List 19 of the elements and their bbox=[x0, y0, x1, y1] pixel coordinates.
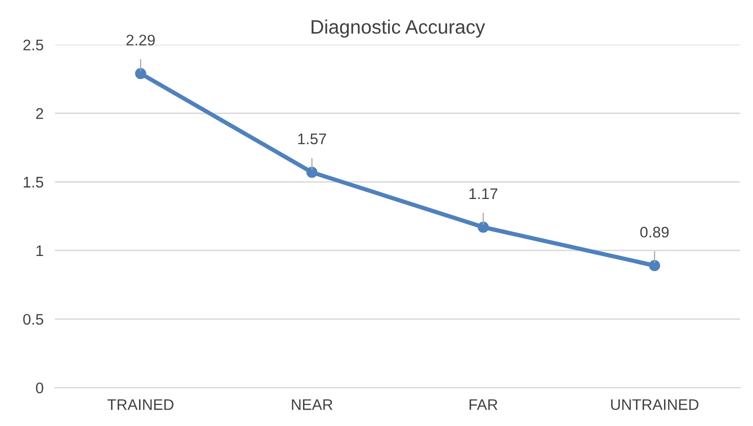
point bbox=[478, 222, 489, 233]
point bbox=[648, 260, 660, 272]
y-tick-label: 2 bbox=[36, 108, 44, 119]
data-label: 0.89 bbox=[640, 226, 669, 238]
y-tick-label: 0.5 bbox=[23, 314, 44, 325]
x-tick-label: FAR bbox=[470, 399, 498, 410]
y-tick-label: 0 bbox=[36, 382, 44, 394]
y-tick-label: 1.5 bbox=[24, 176, 44, 188]
data-label: 1.57 bbox=[298, 134, 326, 144]
point bbox=[306, 166, 318, 178]
x-tick-label: NEAR bbox=[292, 399, 332, 410]
chart-title: Diagnostic Accuracy bbox=[312, 20, 486, 38]
data-label: 2.29 bbox=[126, 34, 155, 46]
x-tick-label: UNTRAINED bbox=[611, 399, 698, 410]
point bbox=[135, 68, 146, 80]
x-tick-label: TRAINED bbox=[107, 399, 174, 410]
y-tick-label: 1 bbox=[36, 246, 44, 256]
data-label: 1.17 bbox=[470, 188, 498, 199]
y-tick-label: 2.5 bbox=[23, 40, 44, 50]
